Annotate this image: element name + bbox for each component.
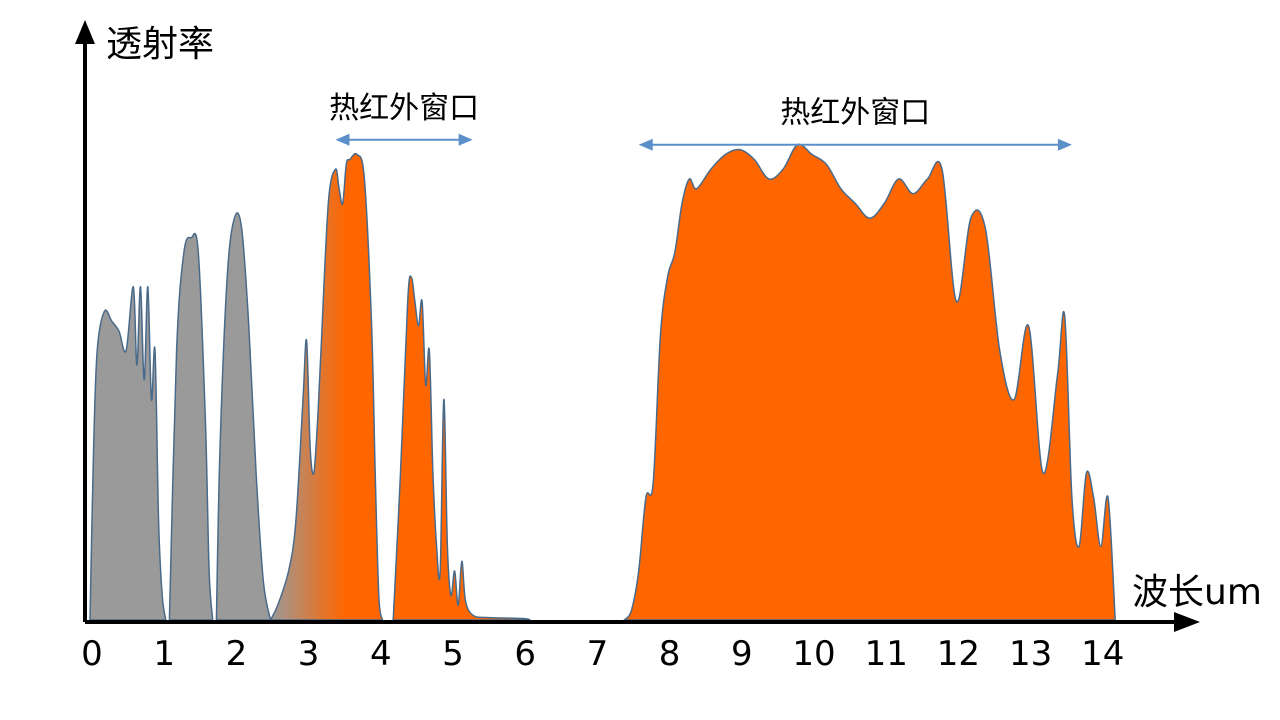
area-band-other-1 — [168, 232, 214, 621]
x-tick-label-9: 9 — [731, 634, 753, 674]
x-tick-label-5: 5 — [442, 634, 464, 674]
area-band-other-0 — [89, 286, 167, 621]
x-axis-label: 波长um — [1132, 572, 1262, 613]
x-tick-label-6: 6 — [514, 634, 536, 674]
arrow-right-icon-1 — [1057, 138, 1072, 151]
x-tick-label-11: 11 — [865, 634, 908, 674]
arrow-left-icon-0 — [335, 133, 350, 146]
y-axis-label: 透射率 — [106, 24, 214, 65]
annotation-label-1: 热红外窗口 — [780, 96, 930, 131]
x-tick-label-2: 2 — [226, 634, 248, 674]
x-tick-label-13: 13 — [1009, 634, 1052, 674]
arrow-right-icon-0 — [458, 133, 473, 146]
x-tick-label-4: 4 — [370, 634, 392, 674]
annotation-label-0: 热红外窗口 — [329, 91, 479, 126]
x-tick-label-0: 0 — [81, 634, 103, 674]
x-tick-label-12: 12 — [937, 634, 980, 674]
x-tick-label-10: 10 — [792, 634, 835, 674]
area-band-transition-3 — [269, 152, 384, 621]
x-tick-label-3: 3 — [298, 634, 320, 674]
x-tick-label-7: 7 — [587, 634, 609, 674]
area-band-window-4 — [392, 275, 531, 621]
arrow-left-icon-1 — [638, 138, 653, 151]
x-tick-label-14: 14 — [1081, 634, 1124, 674]
area-band-window-5 — [622, 143, 1116, 621]
x-axis-arrow-icon — [1174, 612, 1200, 632]
x-tick-label-1: 1 — [153, 634, 175, 674]
x-tick-label-8: 8 — [659, 634, 681, 674]
y-axis-arrow-icon — [75, 20, 95, 44]
x-tick-labels: 0 1 2 3 4 5 6 7 8 9 10 11 12 13 14 — [81, 634, 1124, 674]
area-band-other-2 — [215, 212, 272, 621]
area-series-group — [89, 143, 1116, 621]
annotations: 热红外窗口 热红外窗口 — [329, 91, 1072, 151]
